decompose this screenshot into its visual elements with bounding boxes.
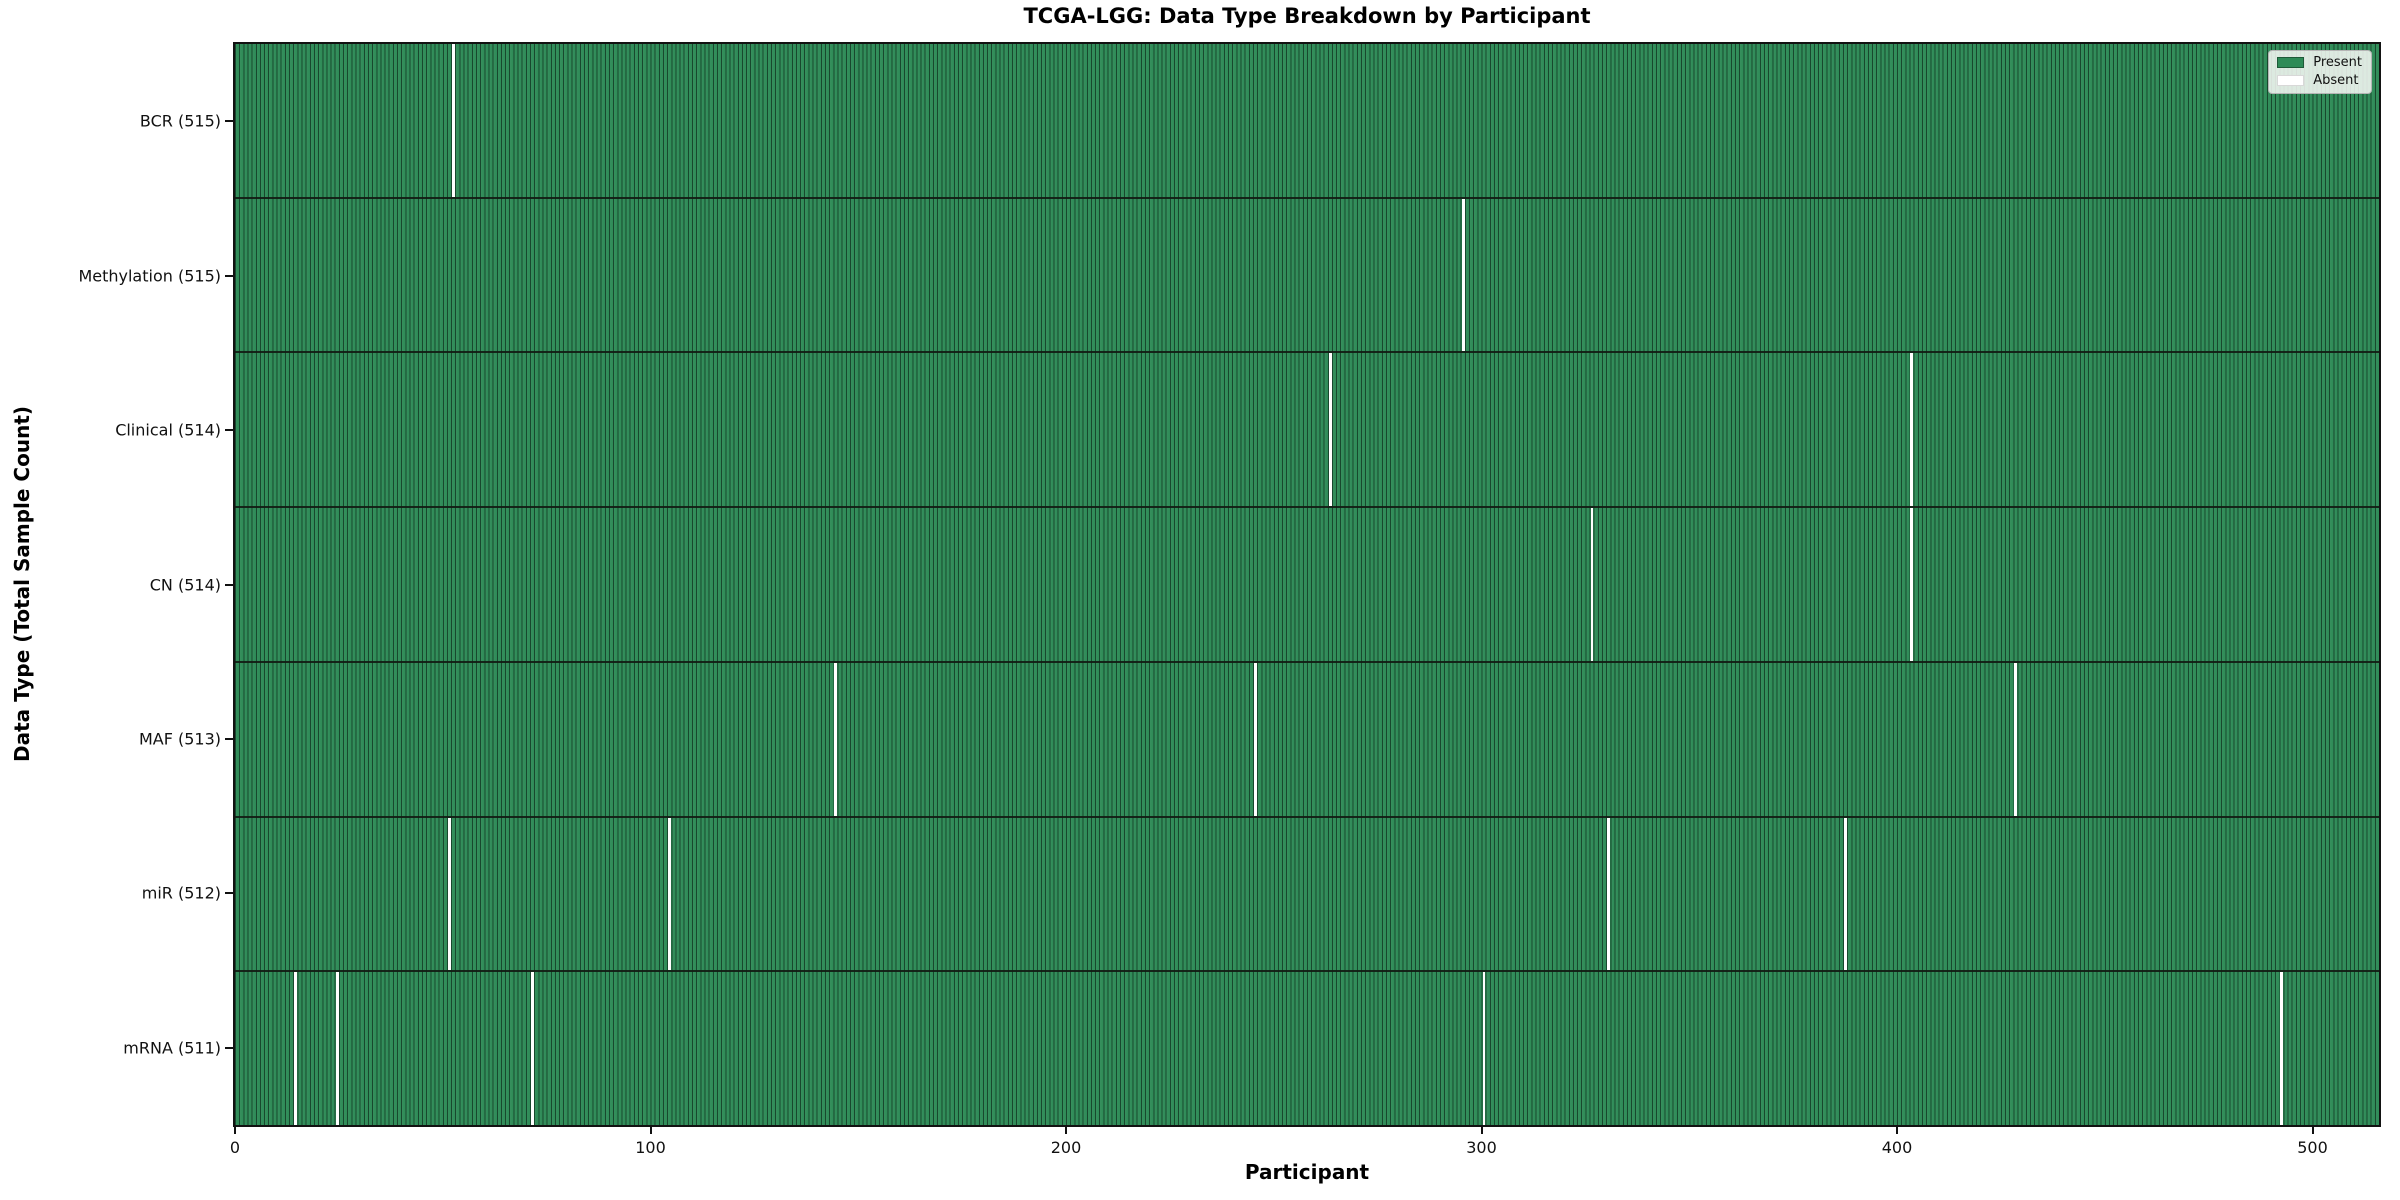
y-tick-mark <box>225 892 233 895</box>
x-axis-title: Participant <box>1244 1160 1370 1184</box>
y-tick-label: CN (514) <box>149 575 221 594</box>
heatmap-row-BCR <box>235 44 2379 199</box>
legend-entry: Present <box>2277 56 2362 69</box>
absent-gap <box>1253 662 1257 816</box>
heatmap-row-miR <box>235 817 2379 973</box>
legend-entry: Absent <box>2277 74 2362 87</box>
heatmap-row-Methylation <box>235 198 2379 354</box>
x-tick-label: 300 <box>1466 1138 1497 1157</box>
absent-gap <box>335 972 339 1126</box>
absent-gap <box>1328 353 1332 507</box>
legend: Present Absent <box>2268 50 2372 94</box>
absent-gap <box>447 817 451 971</box>
absent-gap <box>1461 198 1465 352</box>
x-tick-label: 100 <box>635 1138 666 1157</box>
heatmap-rows <box>235 44 2379 1126</box>
legend-label: Absent <box>2313 73 2359 88</box>
x-tick-mark <box>1065 1127 1067 1134</box>
heatmap-row-CN <box>235 508 2379 663</box>
absent-gap <box>2014 662 2018 816</box>
absent-gap <box>531 972 534 1126</box>
absent-gap <box>1590 508 1594 661</box>
absent-gap <box>1607 817 1611 971</box>
absent-gap <box>1844 817 1847 971</box>
y-tick-label: BCR (515) <box>139 111 221 131</box>
x-tick-mark <box>649 1127 652 1134</box>
chart-title: TCGA-LGG: Data Type Breakdown by Partici… <box>1023 4 1591 28</box>
x-tick-label: 0 <box>229 1138 241 1157</box>
legend-swatch-icon <box>2277 75 2305 86</box>
x-tick-mark <box>234 1127 236 1134</box>
x-tick-mark <box>1896 1127 1898 1134</box>
absent-gap <box>668 817 672 971</box>
absent-gap <box>452 44 455 197</box>
plot-area: Present Absent <box>233 42 2381 1127</box>
heatmap-row-Clinical <box>235 353 2379 509</box>
y-tick-label: mRNA (511) <box>123 1038 221 1058</box>
absent-gap <box>834 662 838 816</box>
heatmap-row-mRNA <box>235 972 2379 1126</box>
x-tick-mark <box>2311 1127 2314 1134</box>
absent-gap <box>2280 972 2284 1126</box>
legend-label: Present <box>2313 55 2362 70</box>
absent-gap <box>1482 972 1486 1126</box>
y-tick-mark <box>225 737 233 740</box>
y-tick-label: Methylation (515) <box>78 266 221 286</box>
legend-swatch-icon <box>2277 57 2305 68</box>
absent-gap <box>1910 508 1914 661</box>
heatmap-row-MAF <box>235 662 2379 818</box>
y-tick-mark <box>225 1046 233 1049</box>
x-tick-mark <box>1480 1127 1483 1134</box>
y-tick-mark <box>225 429 233 432</box>
absent-gap <box>294 972 298 1126</box>
y-tick-label: Clinical (514) <box>115 420 221 440</box>
x-tick-label: 500 <box>2297 1138 2328 1157</box>
y-tick-mark <box>225 583 233 586</box>
absent-gap <box>1910 353 1914 507</box>
x-tick-label: 200 <box>1050 1138 1082 1157</box>
x-tick-label: 400 <box>1881 1138 1913 1157</box>
y-tick-label: MAF (513) <box>138 729 221 749</box>
y-tick-mark <box>225 120 233 123</box>
y-tick-mark <box>225 274 233 277</box>
y-tick-label: miR (512) <box>141 883 221 903</box>
